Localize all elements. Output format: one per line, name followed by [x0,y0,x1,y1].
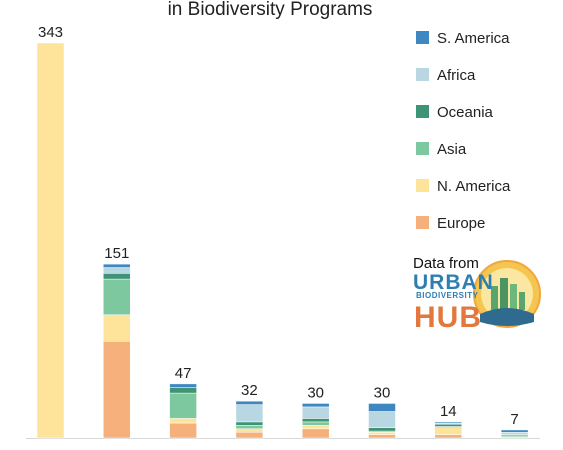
bar-segment-europe [368,434,396,439]
bar-segment-oceania [169,387,197,394]
bar-total-label: 30 [307,384,324,401]
logo-biodiversity-text: BIODIVERSITY [416,291,479,300]
logo-hub-text: HUB [414,301,482,334]
bar-segment-s-america [103,263,131,268]
bar-segment-africa [301,406,330,419]
bar-segment-africa [368,411,396,428]
bar-segment-n-america [103,314,131,342]
bar-segment-asia [169,392,197,419]
bar-segment-oceania [235,421,264,426]
bar-segment-asia [103,278,131,316]
legend-label: Asia [437,141,467,158]
legend-label: N. America [437,178,511,195]
legend-swatch [416,31,429,44]
bar-segment-africa [235,404,264,423]
bar-segment-s-america [169,383,197,388]
bar-segment-n-america [368,431,396,435]
bar-total-label: 14 [440,403,457,420]
bar-segment-s-america [434,421,463,424]
legend-swatch [416,179,429,192]
legend-swatch [416,142,429,155]
legend-label: S. America [437,30,510,47]
legend-label: Europe [437,215,485,232]
bar-segment-s-america [235,400,264,405]
bar-segment-europe [301,428,330,439]
bar-segment-africa [500,431,529,435]
chart-title: in Biodiversity Programs [168,0,373,20]
bar-segment-asia [301,421,330,426]
bar-total-label: 151 [104,245,129,262]
bar-segment-oceania [434,423,463,427]
bar-total-label: 343 [38,24,63,41]
legend-swatch [416,68,429,81]
bar-segment-asia [235,425,264,430]
legend-label: Africa [437,67,476,84]
bar-segment-europe [434,434,463,439]
bar-total-label: 30 [374,384,391,401]
totals-layer: 343 151 47 32 30 30 14 7 [38,24,519,428]
bar-segment-n-america [36,42,65,439]
bar-segment-europe [235,431,264,439]
bars-layer [36,42,529,439]
urban-biodiversity-hub-logo: URBAN BIODIVERSITY HUB [413,260,541,334]
bar-segment-s-america [500,429,529,433]
legend-swatch [416,105,429,118]
bar-segment-n-america [169,418,197,424]
bar-segment-europe [103,341,131,439]
legend-swatch [416,216,429,229]
bar-segment-oceania [301,418,330,423]
bar-total-label: 32 [241,382,258,399]
bar-total-label: 47 [175,365,192,382]
logo-urban-text: URBAN [413,271,494,294]
bar-segment-oceania [368,427,396,432]
source-label: Data from [413,255,479,272]
bar-segment-s-america [368,403,396,412]
bar-total-label: 7 [510,411,518,428]
bar-segment-s-america [301,403,330,408]
bar-segment-n-america [434,427,463,435]
bar-segment-n-america [235,428,264,433]
bar-segment-europe [169,422,197,439]
bar-segment-africa [103,267,131,274]
bar-segment-oceania [103,273,131,280]
legend-label: Oceania [437,104,494,121]
legend: S. America Africa Oceania Asia N. America Eur… [416,30,511,232]
bar-segment-n-america [301,425,330,430]
source-attribution: Data from URBAN BIODIVERSITY HUB [413,255,541,334]
